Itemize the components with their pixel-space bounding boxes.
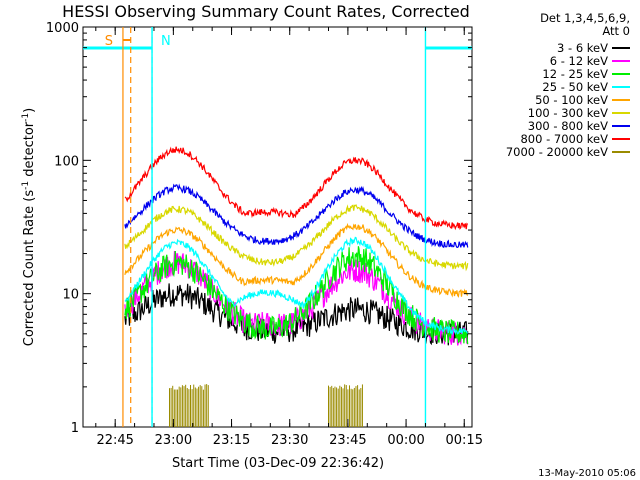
series-layer: [124, 146, 469, 427]
series-line-25-50keV: [124, 236, 469, 336]
plot-frame: [82, 26, 473, 428]
axis-layer: 1 10 100 1000 22:45 23:00 23:15 23:30 23:45 00:00…: [46, 21, 483, 448]
y-axis-label: Corrected Count Rate (s-1 detector-1): [21, 108, 37, 346]
x-tick-label: 23:30: [271, 433, 308, 448]
legend-label: 3 - 6 keV: [557, 41, 608, 55]
x-tick-label: 00:00: [387, 433, 424, 448]
x-axis-label: Start Time (03-Dec-09 22:36:42): [172, 456, 384, 471]
y-tick-label: 100: [54, 154, 79, 169]
series-line-50-100keV: [124, 222, 469, 298]
y-tick-label: 1000: [46, 21, 79, 36]
legend-label: 12 - 25 keV: [542, 67, 608, 81]
x-tick-label: 22:45: [96, 433, 133, 448]
date-stamp: 13-May-2010 05:06: [538, 468, 636, 479]
legend-label: 50 - 100 keV: [535, 93, 608, 107]
legend-label: 25 - 50 keV: [542, 80, 608, 94]
legend-label: 100 - 300 keV: [528, 106, 608, 120]
legend-label: 7000 - 20000 keV: [506, 145, 608, 159]
y-tick-label: 1: [71, 421, 79, 436]
series-line-800-7000keV: [124, 146, 469, 231]
legend-label: 800 - 7000 keV: [520, 132, 608, 146]
x-tick-label: 23:00: [155, 433, 192, 448]
x-tick-label: 23:15: [213, 433, 250, 448]
series-line-300-800keV: [124, 183, 469, 249]
x-tick-label: 00:15: [446, 433, 483, 448]
legend-label: 300 - 800 keV: [528, 119, 608, 133]
legend-header: Det 1,3,4,5,6,9,: [540, 11, 630, 25]
chart-title: HESSI Observing Summary Count Rates, Cor…: [62, 2, 470, 21]
series-line-12-25keV: [124, 246, 469, 345]
marker-label-N: N: [161, 34, 171, 49]
x-tick-label: 23:45: [329, 433, 366, 448]
marker-label-S: S: [105, 34, 113, 49]
legend-header: Att 0: [602, 24, 630, 38]
series-line-100-300keV: [124, 203, 469, 272]
y-tick-label: 10: [62, 288, 79, 303]
legend-label: 6 - 12 keV: [550, 54, 608, 68]
